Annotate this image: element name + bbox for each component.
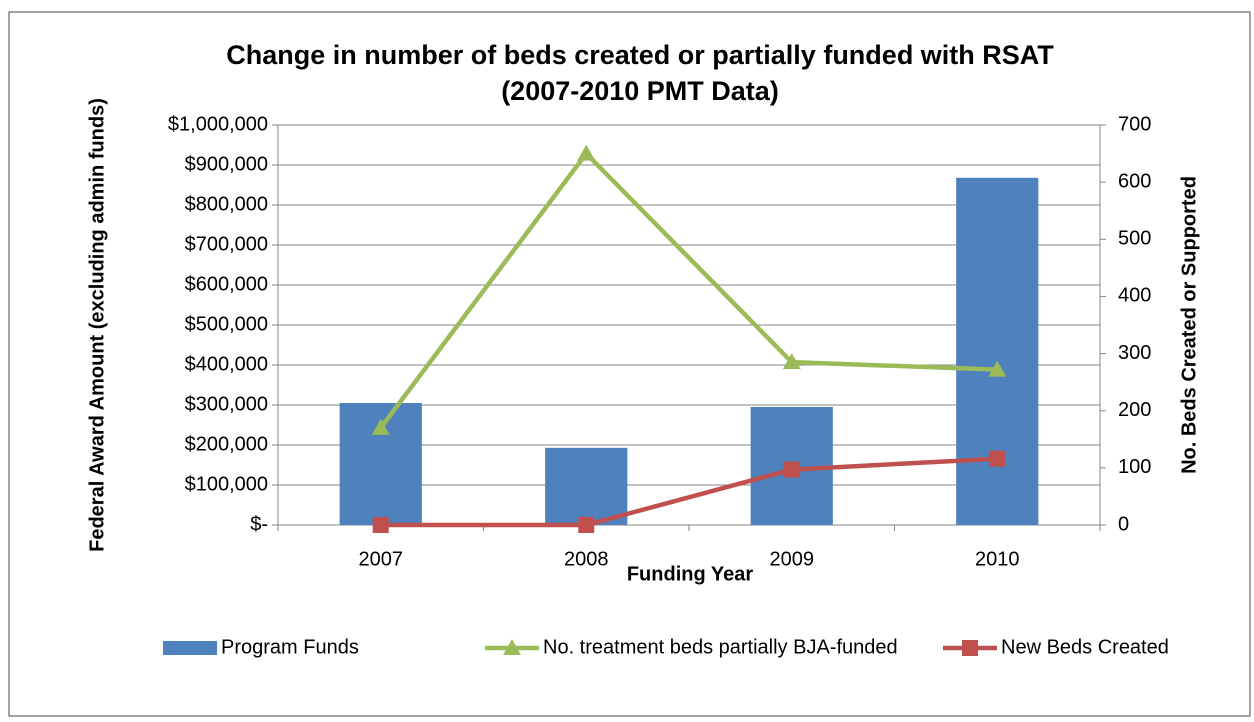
x-tick-label: 2008 — [564, 548, 609, 570]
x-tick-label: 2007 — [359, 548, 404, 570]
line — [380, 456, 998, 528]
y2-axis-label: No. Beds Created or Supported — [1178, 176, 1200, 474]
y-tick-label: $500,000 — [185, 313, 268, 335]
line-marker — [371, 418, 390, 435]
y2-tick-label: 200 — [1118, 399, 1151, 421]
chart-title: (2007-2010 PMT Data) — [501, 76, 779, 106]
x-axis-label: Funding Year — [627, 563, 754, 585]
y2-tick-label: 300 — [1118, 342, 1151, 364]
line-marker — [577, 144, 596, 161]
y-tick-label: $900,000 — [185, 153, 268, 175]
legend-marker — [962, 640, 978, 656]
chart-border — [8, 11, 1251, 717]
y-tick-label: $- — [250, 513, 268, 535]
line-marker — [782, 353, 801, 370]
legend-marker — [503, 639, 521, 655]
y2-tick-label: 600 — [1118, 170, 1151, 192]
y-tick-label: $1,000,000 — [168, 113, 268, 135]
y-axis-label: Federal Award Amount (excluding admin fu… — [86, 98, 108, 552]
chart-title: Change in number of beds created or part… — [226, 40, 1054, 70]
legend-swatch — [163, 641, 217, 655]
x-tick-label: 2009 — [770, 548, 815, 570]
legend-label: Program Funds — [221, 636, 359, 658]
line-marker — [372, 517, 389, 533]
y-tick-label: $600,000 — [185, 273, 268, 295]
x-tick-label: 2010 — [975, 548, 1020, 570]
bar — [956, 177, 1039, 526]
y2-tick-label: 400 — [1118, 285, 1151, 307]
legend-label: New Beds Created — [1001, 636, 1169, 658]
y2-tick-label: 500 — [1118, 228, 1151, 250]
y-tick-label: $400,000 — [185, 353, 268, 375]
y-tick-label: $200,000 — [185, 433, 268, 455]
bar — [545, 447, 628, 525]
legend-label: No. treatment beds partially BJA-funded — [543, 636, 898, 658]
y-tick-label: $800,000 — [185, 193, 268, 215]
line-marker — [988, 360, 1007, 377]
y-tick-label: $100,000 — [185, 473, 268, 495]
line — [378, 150, 998, 430]
line-marker — [783, 461, 800, 478]
y2-tick-label: 0 — [1118, 513, 1129, 535]
line-marker — [578, 517, 595, 533]
y-tick-label: $300,000 — [185, 393, 268, 415]
line-marker — [989, 450, 1006, 467]
y2-tick-label: 700 — [1118, 113, 1151, 135]
y2-tick-label: 100 — [1118, 456, 1151, 478]
y-tick-label: $700,000 — [185, 233, 268, 255]
